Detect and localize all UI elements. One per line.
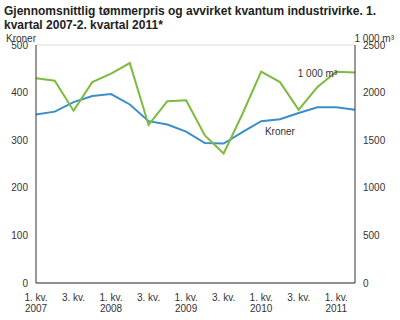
svg-text:400: 400 — [11, 87, 28, 98]
svg-text:2500: 2500 — [363, 40, 386, 51]
svg-text:500: 500 — [363, 230, 380, 241]
svg-text:1500: 1500 — [363, 135, 386, 146]
svg-text:1. kv.2007: 1. kv.2007 — [24, 292, 47, 314]
svg-text:500: 500 — [11, 40, 28, 51]
svg-text:100: 100 — [11, 230, 28, 241]
svg-text:200: 200 — [11, 182, 28, 193]
svg-text:3. kv.: 3. kv. — [287, 292, 310, 303]
svg-text:3. kv.: 3. kv. — [212, 292, 235, 303]
svg-text:1000: 1000 — [363, 182, 386, 193]
svg-text:3. kv.: 3. kv. — [62, 292, 85, 303]
svg-text:1. kv.2008: 1. kv.2008 — [99, 292, 122, 314]
svg-text:3. kv.: 3. kv. — [137, 292, 160, 303]
svg-text:1. kv.2010: 1. kv.2010 — [250, 292, 273, 314]
svg-text:2000: 2000 — [363, 87, 386, 98]
svg-text:1. kv.2011: 1. kv.2011 — [325, 292, 348, 314]
svg-text:0: 0 — [363, 278, 369, 289]
svg-text:1. kv.2009: 1. kv.2009 — [175, 292, 198, 314]
svg-text:1 000 m³: 1 000 m³ — [298, 68, 338, 79]
svg-text:Kroner: Kroner — [265, 126, 296, 137]
svg-text:300: 300 — [11, 135, 28, 146]
svg-text:0: 0 — [22, 278, 28, 289]
